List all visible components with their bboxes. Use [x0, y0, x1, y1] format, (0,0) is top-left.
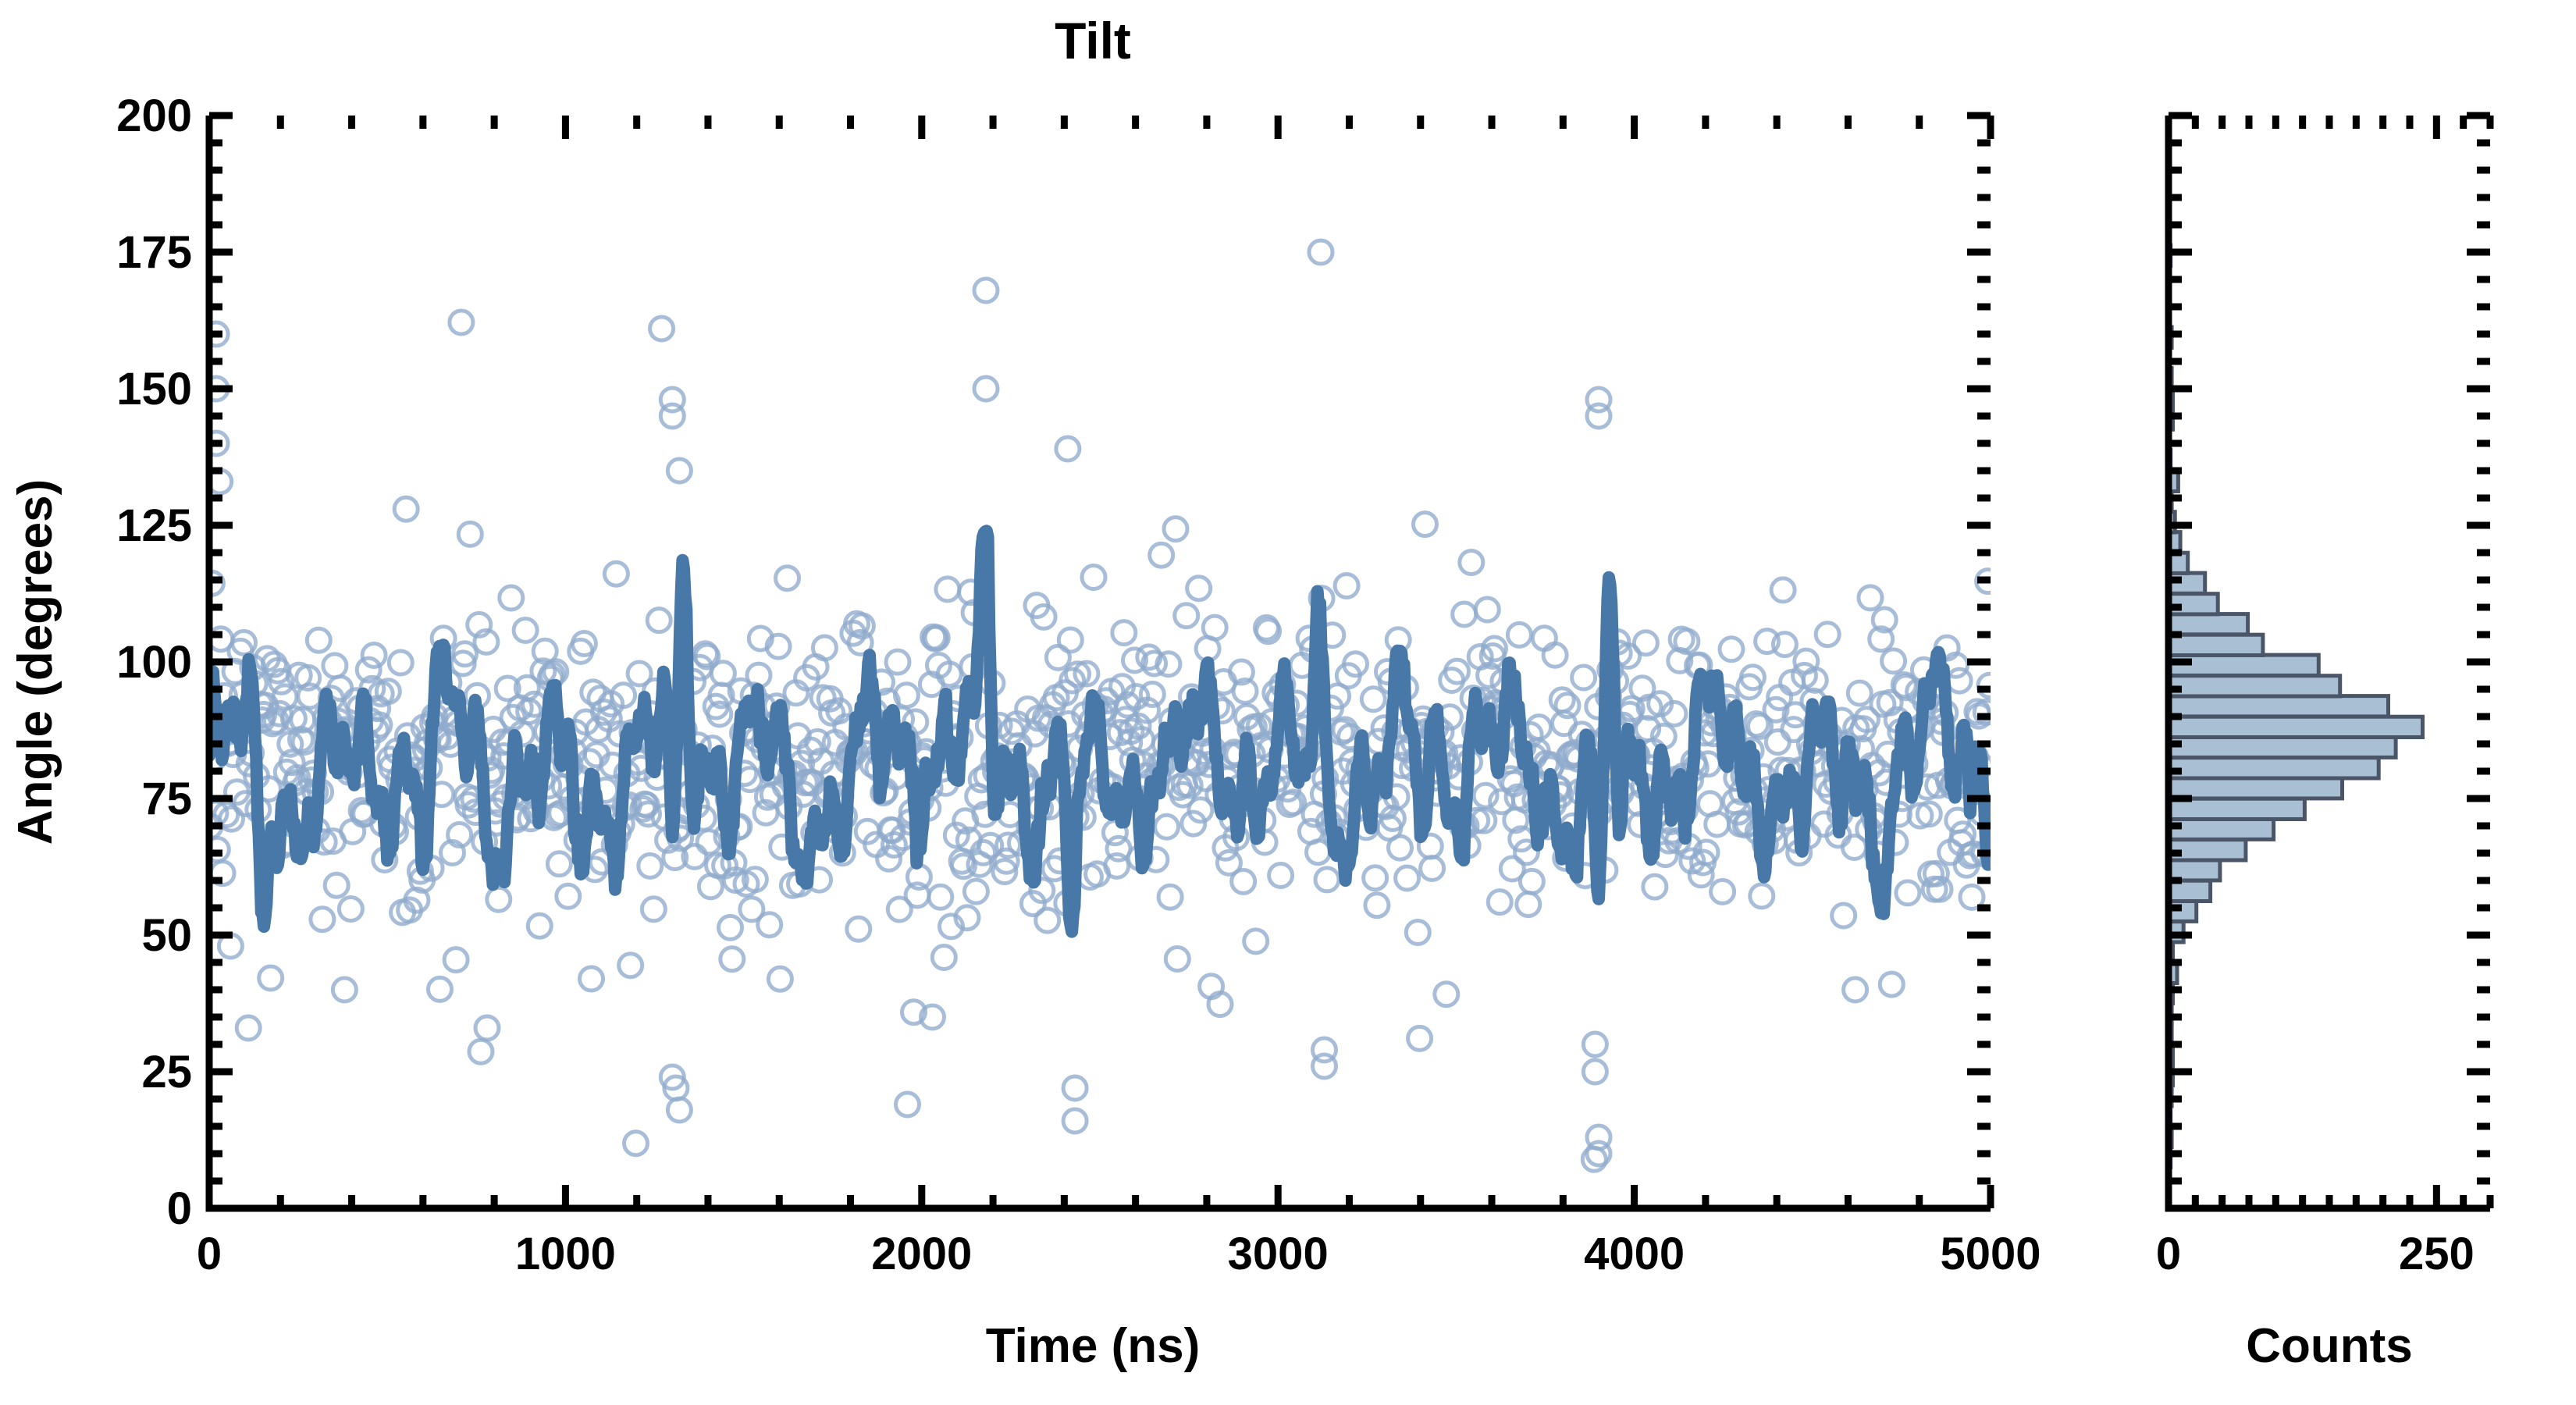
x-tick-label: 1000	[515, 1229, 616, 1279]
counts-tick-label: 0	[2156, 1229, 2181, 1279]
y-tick-label: 125	[116, 500, 192, 551]
y-tick-label: 150	[116, 364, 192, 414]
y-tick-label: 200	[116, 91, 192, 141]
x-tick-label: 2000	[871, 1229, 972, 1279]
main-axis-ticks	[205, 112, 1994, 1212]
timeseries-panel: 0 1000 2000 3000 4000 5000 0 25 50 75 100 125 150 17…	[9, 91, 2041, 1373]
hist-x-tick-labels: 0 250	[2156, 1229, 2475, 1279]
x-tick-label: 5000	[1940, 1229, 2041, 1279]
histogram-panel: 0 250 Counts	[2156, 112, 2494, 1373]
y-tick-label: 75	[141, 774, 192, 824]
y-tick-label: 175	[116, 227, 192, 278]
x-tick-label: 0	[197, 1229, 222, 1279]
main-y-tick-labels: 0 25 50 75 100 125 150 175 200	[116, 91, 192, 1234]
x-tick-label: 4000	[1584, 1229, 1685, 1279]
y-tick-label: 25	[141, 1047, 192, 1097]
running-average-line	[209, 525, 1991, 938]
x-tick-label: 3000	[1228, 1229, 1329, 1279]
counts-axis-label: Counts	[2246, 1319, 2413, 1373]
y-tick-label: 50	[141, 910, 192, 961]
x-axis-label: Time (ns)	[986, 1319, 1200, 1373]
y-axis-label: Angle (degrees)	[9, 479, 62, 845]
chart-title: Tilt	[1055, 12, 1131, 69]
y-tick-label: 100	[116, 637, 192, 688]
hist-axis-ticks	[2165, 112, 2494, 1212]
counts-tick-label: 250	[2399, 1229, 2475, 1279]
y-tick-label: 0	[167, 1183, 192, 1234]
main-x-tick-labels: 0 1000 2000 3000 4000 5000	[197, 1229, 2041, 1279]
